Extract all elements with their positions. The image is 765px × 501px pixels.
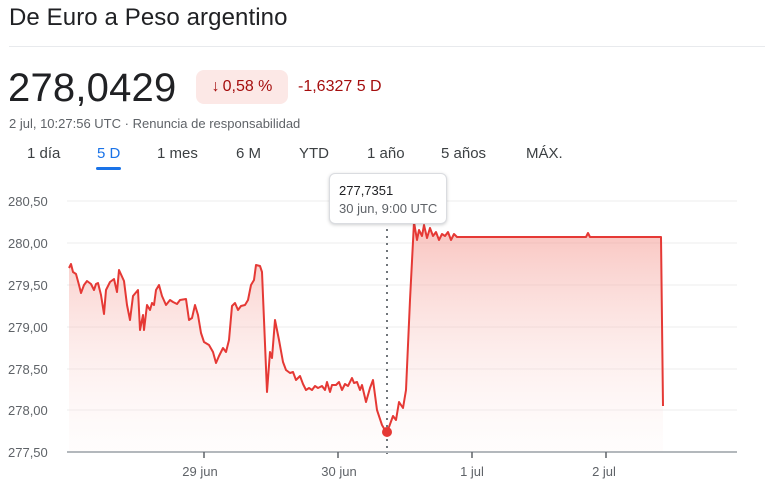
x-tick-label: 29 jun bbox=[182, 464, 218, 479]
tab-ytd[interactable]: YTD bbox=[299, 145, 329, 162]
change-absolute: -1,6327 5 D bbox=[298, 78, 382, 95]
tab-5-days[interactable]: 5 D bbox=[95, 145, 122, 170]
tab-1-month[interactable]: 1 mes bbox=[157, 145, 198, 162]
tooltip-value: 277,7351 bbox=[339, 183, 394, 198]
price-line bbox=[68, 221, 664, 433]
y-tick-label: 278,00 bbox=[8, 403, 48, 418]
timestamp: 2 jul, 10:27:56 UTC bbox=[9, 116, 122, 131]
tab-max[interactable]: MÁX. bbox=[526, 145, 563, 162]
tab-1-day[interactable]: 1 día bbox=[27, 145, 61, 162]
area-fill bbox=[69, 222, 663, 452]
x-tick-label: 2 jul bbox=[592, 464, 616, 479]
change-percent-badge: ↓ 0,58 % bbox=[196, 70, 288, 104]
page-title: De Euro a Peso argentino bbox=[9, 4, 288, 31]
y-tick-label: 279,00 bbox=[8, 320, 48, 335]
tab-6-months[interactable]: 6 M bbox=[236, 145, 262, 162]
current-price: 278,0429 bbox=[8, 66, 177, 110]
y-tick-label: 278,50 bbox=[8, 362, 48, 377]
y-tick-label: 277,50 bbox=[8, 445, 48, 460]
divider bbox=[9, 46, 765, 47]
tooltip-time: 30 jun, 9:00 UTC bbox=[339, 201, 438, 216]
disclaimer-link[interactable]: Renuncia de responsabilidad bbox=[132, 116, 301, 131]
x-tick-label: 30 jun bbox=[321, 464, 357, 479]
x-ticks bbox=[203, 452, 607, 458]
hover-point bbox=[382, 427, 392, 437]
arrow-down-icon: ↓ bbox=[211, 78, 220, 95]
tab-1-year[interactable]: 1 año bbox=[367, 145, 405, 162]
timestamp-line: 2 jul, 10:27:56 UTC · Renuncia de respon… bbox=[9, 116, 300, 131]
tab-5-years[interactable]: 5 años bbox=[441, 145, 487, 162]
y-tick-label: 280,50 bbox=[8, 194, 48, 209]
change-percent: 0,58 % bbox=[222, 78, 273, 95]
x-tick-label: 1 jul bbox=[460, 464, 484, 479]
y-tick-label: 279,50 bbox=[8, 278, 48, 293]
hover-tooltip: 277,7351 30 jun, 9:00 UTC bbox=[329, 173, 447, 224]
y-tick-label: 280,00 bbox=[8, 236, 48, 251]
separator: · bbox=[124, 116, 129, 131]
